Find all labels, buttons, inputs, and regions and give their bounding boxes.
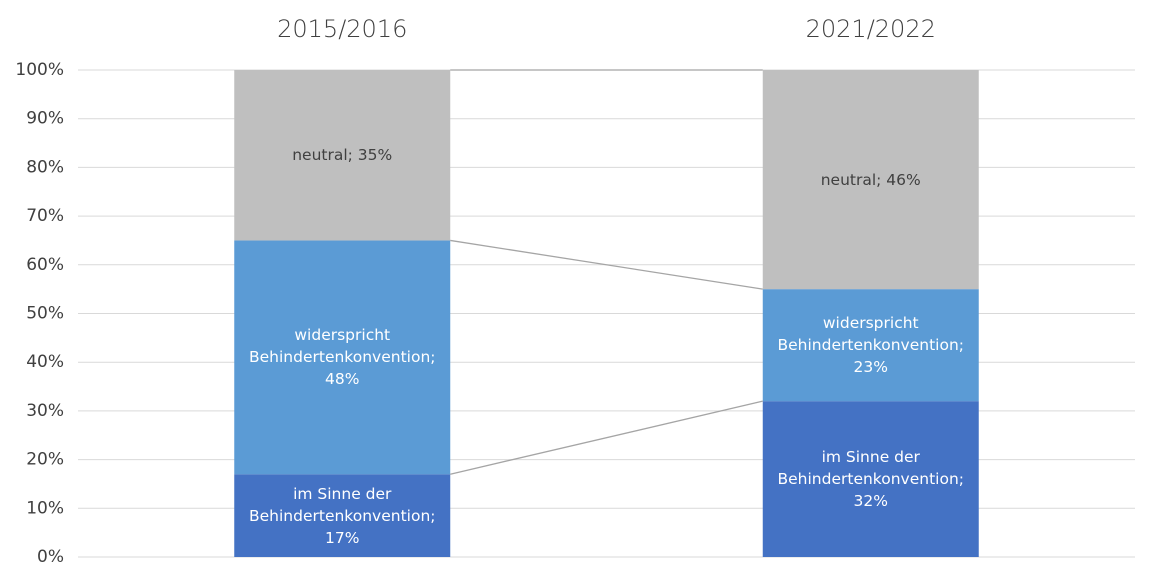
y-tick-label: 0% bbox=[37, 547, 64, 565]
category-label: 2015/2016 bbox=[277, 15, 407, 43]
bar-segment bbox=[234, 474, 451, 557]
series-line bbox=[450, 400, 763, 475]
bar-segment bbox=[762, 401, 979, 557]
category-label: 2021/2022 bbox=[806, 15, 936, 43]
y-tick-label: 100% bbox=[15, 60, 64, 80]
y-tick-label: 60% bbox=[26, 255, 64, 275]
data-label: neutral; 46% bbox=[820, 170, 921, 189]
bar-segment bbox=[762, 289, 979, 402]
bar-segment bbox=[762, 70, 979, 290]
y-tick-label: 30% bbox=[26, 401, 64, 421]
y-tick-label: 90% bbox=[26, 109, 64, 129]
data-label: widerspricht Behindertenkonvention; 48% bbox=[249, 326, 436, 389]
y-tick-label: 10% bbox=[26, 498, 64, 518]
data-label: im Sinne der Behindertenkonvention; 17% bbox=[249, 484, 436, 547]
series-line bbox=[450, 239, 763, 290]
data-label: neutral; 35% bbox=[292, 146, 393, 165]
y-tick-label: 70% bbox=[26, 206, 64, 226]
bar-segment bbox=[234, 70, 451, 241]
bars bbox=[234, 70, 979, 557]
y-tick-label: 20% bbox=[26, 450, 64, 470]
data-label: widerspricht Behindertenkonvention; 23% bbox=[777, 314, 964, 377]
bar-segment bbox=[234, 240, 451, 475]
y-tick-label: 40% bbox=[26, 352, 64, 372]
y-tick-label: 80% bbox=[26, 157, 64, 177]
data-label: im Sinne der Behindertenkonvention; 32% bbox=[777, 448, 964, 511]
y-tick-label: 50% bbox=[26, 304, 64, 324]
